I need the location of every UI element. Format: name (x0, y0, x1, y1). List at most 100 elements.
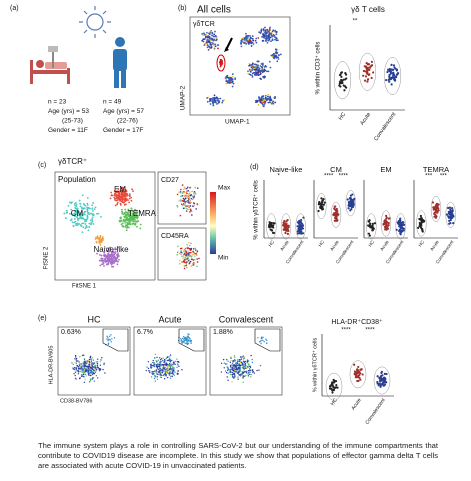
dot (203, 33, 206, 36)
dot (157, 373, 159, 376)
dot (421, 221, 424, 224)
dot (226, 363, 228, 365)
x-tick-label: Acute (379, 239, 390, 252)
dot (269, 225, 272, 228)
dot (130, 199, 133, 202)
dot (225, 82, 228, 85)
dot (262, 76, 264, 78)
dot (249, 366, 252, 369)
dot (230, 359, 232, 362)
violin (266, 213, 277, 240)
dot (275, 31, 278, 33)
dot (123, 201, 125, 204)
dot (120, 220, 123, 222)
x-tick-label: HC (417, 239, 425, 248)
dot (246, 36, 249, 39)
dot (385, 214, 388, 218)
dot (188, 199, 190, 201)
dot (139, 227, 142, 230)
dot (238, 371, 240, 373)
dot (192, 264, 195, 266)
dot (193, 262, 195, 264)
dot (176, 204, 178, 207)
dot (139, 223, 142, 226)
dot (110, 258, 113, 261)
dot (86, 204, 89, 206)
dot (121, 211, 124, 214)
dot (192, 248, 195, 250)
dot (131, 210, 134, 213)
dot (79, 363, 81, 365)
dot (212, 97, 214, 100)
dot (84, 227, 87, 230)
dot (232, 364, 234, 366)
dot (88, 366, 91, 368)
violin (280, 213, 292, 240)
dot (226, 366, 228, 368)
dot (106, 335, 108, 338)
dot (266, 41, 269, 44)
x-axis-label: FitSNE 1 (72, 284, 97, 290)
dot (118, 194, 121, 197)
dot (117, 255, 120, 258)
dot (359, 378, 362, 381)
dot (190, 191, 193, 194)
dot (119, 216, 122, 219)
dot (232, 373, 235, 375)
dot (118, 191, 121, 194)
dot (76, 365, 78, 367)
dot (179, 214, 182, 217)
dot (250, 354, 252, 357)
dot (334, 215, 337, 218)
dot (323, 201, 326, 204)
dot (189, 208, 192, 211)
dot (257, 64, 260, 67)
dot (451, 207, 454, 210)
significance: *** (425, 174, 433, 180)
dot (102, 259, 105, 262)
dot (100, 263, 103, 266)
dot (277, 58, 280, 60)
dot (321, 207, 325, 211)
group-n: n = 49 (103, 99, 122, 106)
dot (192, 255, 195, 257)
dot (271, 38, 274, 41)
dot (89, 371, 91, 374)
dot (205, 33, 207, 36)
dot (194, 186, 197, 189)
dot (129, 221, 131, 224)
cluster-label: TEMRA (128, 209, 157, 218)
dot (94, 238, 97, 240)
dot (125, 226, 128, 229)
dot (156, 356, 158, 359)
dot (263, 36, 265, 39)
dot (170, 375, 173, 377)
dot (262, 39, 264, 42)
dot (267, 39, 270, 42)
dot (116, 191, 119, 194)
dot (75, 209, 78, 212)
dot (297, 228, 301, 232)
dot (385, 372, 388, 376)
dot (90, 367, 92, 369)
dot (187, 335, 189, 338)
dot (88, 358, 91, 361)
dot (76, 360, 78, 362)
dot (185, 343, 188, 345)
dot (99, 361, 102, 363)
dot (257, 104, 260, 106)
dot (128, 201, 131, 204)
dot (187, 260, 189, 263)
dot (207, 49, 210, 51)
dot (191, 190, 193, 193)
dot (220, 371, 223, 373)
dot (91, 204, 94, 207)
dot (120, 223, 123, 226)
dot (222, 358, 225, 361)
dot (209, 39, 212, 42)
dot (252, 370, 254, 373)
dot (74, 374, 76, 377)
dot (263, 341, 265, 343)
dot (238, 369, 240, 372)
plot-title: γδ T cells (351, 5, 385, 14)
